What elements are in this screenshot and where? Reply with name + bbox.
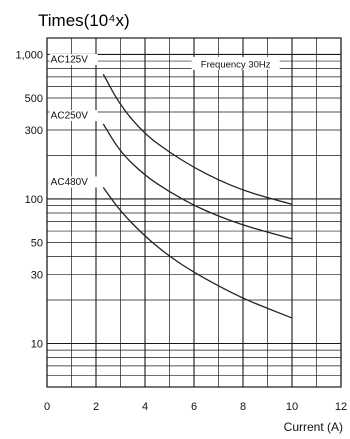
- chart-title: Times(10⁴x): [38, 11, 130, 30]
- series-line-ac250v: [102, 123, 293, 240]
- x-tick-label: 10: [286, 401, 298, 413]
- y-tick-label: 100: [25, 194, 43, 206]
- x-tick-label: 2: [93, 401, 99, 413]
- frequency-annotation: Frequency 30Hz: [201, 59, 271, 70]
- grid: [46, 37, 342, 388]
- x-tick-label: 8: [240, 401, 246, 413]
- series-labels: AC125V AC250V AC480V: [49, 53, 98, 188]
- y-tick-label: 10: [31, 338, 43, 350]
- y-tick-label: 1,000: [15, 49, 43, 61]
- y-tick-label: 50: [31, 237, 43, 249]
- x-tick-label: 0: [44, 401, 50, 413]
- series-label-background: [49, 53, 98, 65]
- series-lines: [102, 73, 293, 319]
- series-label-ac125v: AC125V: [51, 54, 89, 65]
- series-line-ac125v: [102, 73, 293, 205]
- y-tick-label: 30: [31, 270, 43, 282]
- series-label-ac480v: AC480V: [51, 177, 89, 188]
- annotation-background: [191, 56, 280, 70]
- x-tick-labels: 0 2 4 6 8 10 12: [44, 401, 347, 413]
- x-tick-label: 12: [335, 401, 347, 413]
- y-tick-label: 300: [25, 125, 43, 137]
- series-label-background: [49, 110, 98, 122]
- series-label-ac250v: AC250V: [51, 111, 89, 122]
- y-tick-label: 500: [25, 93, 43, 105]
- plot-frame: [46, 37, 342, 388]
- series-line-ac480v: [102, 187, 293, 319]
- x-tick-label: 6: [191, 401, 197, 413]
- x-tick-label: 4: [142, 401, 148, 413]
- y-tick-labels: 1,000 500 300 100 50 30 10: [15, 49, 43, 350]
- x-axis-label: Current (A): [284, 420, 343, 434]
- series-label-background: [49, 176, 98, 188]
